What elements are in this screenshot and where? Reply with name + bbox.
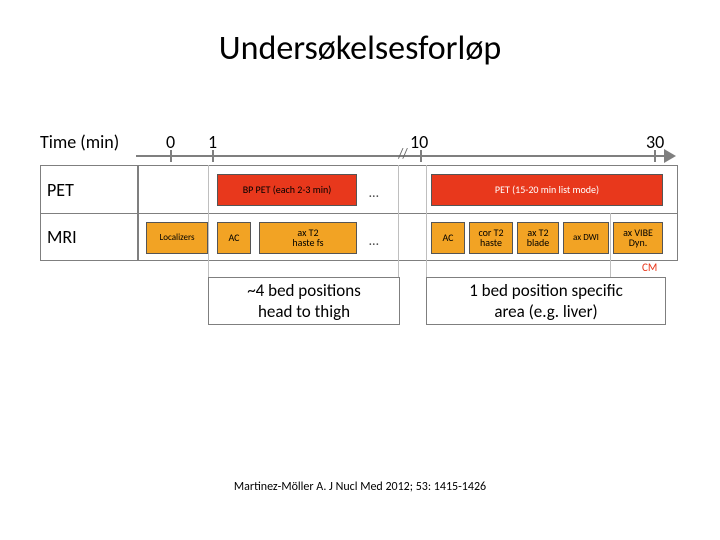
mri-dwi-box: ax DWI: [563, 222, 609, 254]
caption-line: 1 bed position specific: [427, 280, 665, 301]
guide-line: [398, 165, 399, 277]
box-label: ax DWI: [573, 233, 599, 242]
box-label: ax T2 blade: [527, 228, 550, 249]
mri-row-label: MRI: [47, 226, 133, 248]
box-label: ax VIBE Dyn.: [623, 228, 653, 249]
row-divider: [137, 166, 139, 213]
box-label: cor T2 haste: [478, 228, 503, 249]
mri-row: MRI Localizers AC ax T2 haste fs AC cor …: [40, 213, 678, 261]
box-label: AC: [442, 233, 453, 244]
caption-left: ~4 bed positions head to thigh: [208, 277, 400, 325]
guide-line: [426, 165, 427, 277]
page-title: Undersøkelsesforløp: [0, 28, 720, 69]
tick: [420, 150, 422, 162]
box-label: PET (15-20 min list mode): [495, 185, 599, 196]
axis-arrow: [664, 149, 676, 163]
ellipsis-icon: …: [369, 184, 379, 201]
pet-bp-box: BP PET (each 2-3 min): [217, 174, 357, 206]
ellipsis-icon: …: [369, 232, 379, 249]
mri-vibe-box: ax VIBE Dyn.: [613, 222, 663, 254]
pet-row: PET BP PET (each 2-3 min) PET (15-20 min…: [40, 165, 678, 213]
tick: [212, 150, 214, 162]
axis-break-icon: //: [398, 145, 407, 162]
caption-row: ~4 bed positions head to thigh 1 bed pos…: [40, 277, 678, 327]
timeline-axis: Time (min) 0 1 10 30 //: [40, 125, 678, 161]
mri-cort2-box: cor T2 haste: [469, 222, 513, 254]
caption-line: area (e.g. liver): [427, 301, 665, 322]
mri-ac1-box: AC: [217, 222, 251, 254]
timeline-diagram: Time (min) 0 1 10 30 // PET BP PET (each…: [40, 125, 678, 345]
box-label: ax T2 haste fs: [292, 228, 323, 249]
caption-right: 1 bed position specific area (e.g. liver…: [426, 277, 666, 325]
box-label: AC: [228, 233, 239, 244]
caption-line: ~4 bed positions: [209, 280, 399, 301]
caption-line: head to thigh: [209, 301, 399, 322]
mri-axt2blade-box: ax T2 blade: [517, 222, 559, 254]
pet-row-label: PET: [47, 179, 133, 201]
mri-axt2haste-box: ax T2 haste fs: [259, 222, 357, 254]
guide-line: [208, 165, 209, 277]
box-label: Localizers: [159, 233, 194, 242]
citation: Martinez-Möller A. J Nucl Med 2012; 53: …: [0, 480, 720, 494]
mri-localizers-box: Localizers: [146, 222, 208, 254]
mri-ac2-box: AC: [431, 222, 465, 254]
row-divider: [137, 214, 139, 260]
cm-label: CM: [642, 261, 657, 274]
cm-strip: CM: [40, 261, 678, 277]
tick: [170, 150, 172, 162]
guide-line: [610, 213, 611, 277]
box-label: BP PET (each 2-3 min): [243, 185, 332, 196]
tick: [654, 150, 656, 162]
time-axis-label: Time (min): [40, 131, 119, 153]
pet-list-box: PET (15-20 min list mode): [431, 174, 663, 206]
